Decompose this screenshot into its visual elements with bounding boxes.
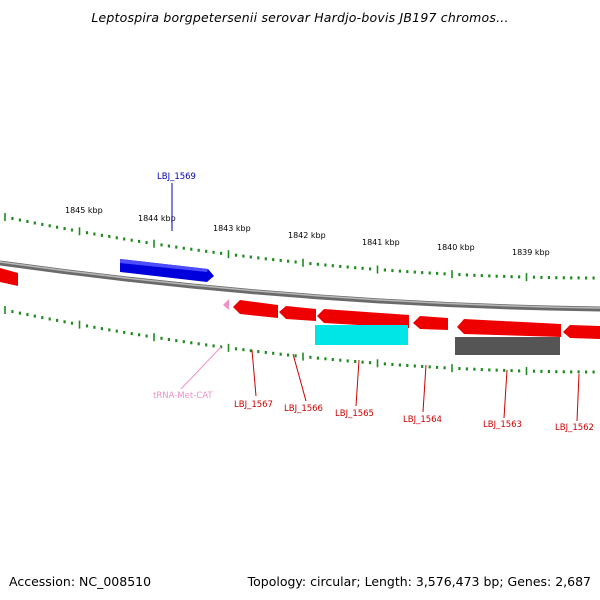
gene-label-LBJ_1565[interactable]: LBJ_1565 bbox=[335, 409, 374, 419]
label-line-trna bbox=[180, 346, 222, 390]
chromosome-backbone-highlight bbox=[0, 261, 600, 309]
gene-LBJ_1563-feature[interactable] bbox=[455, 337, 560, 355]
gene-LBJ_1565[interactable] bbox=[317, 309, 409, 328]
gene-label-LBJ_1569[interactable]: LBJ_1569 bbox=[157, 172, 196, 182]
gene-label-LBJ_1566[interactable]: LBJ_1566 bbox=[284, 404, 323, 414]
gene-trna-met-cat[interactable] bbox=[223, 299, 229, 310]
gene-label-LBJ_1562[interactable]: LBJ_1562 bbox=[555, 423, 594, 433]
ruler-label-1841: 1841 kbp bbox=[362, 238, 400, 247]
gene-LBJ_1565-feature[interactable] bbox=[315, 325, 408, 345]
tick-ruler-top bbox=[4, 213, 595, 282]
label-line-LBJ_1563 bbox=[503, 369, 508, 419]
gene-LBJ_1569-shine bbox=[120, 259, 208, 272]
ruler-label-1844: 1844 kbp bbox=[138, 214, 176, 223]
map-title: Leptospira borgpetersenii serovar Hardjo… bbox=[91, 10, 509, 25]
gene-label-LBJ_1563[interactable]: LBJ_1563 bbox=[483, 420, 522, 430]
ruler-label-1845: 1845 kbp bbox=[65, 206, 103, 215]
chromosome-backbone bbox=[0, 260, 600, 312]
gene-LBJ_1563[interactable] bbox=[457, 319, 561, 337]
label-line-LBJ_1564 bbox=[422, 364, 427, 413]
label-line-LBJ_1562 bbox=[576, 373, 580, 422]
tick-ruler-bottom bbox=[4, 306, 595, 376]
gene-LBJ_1566[interactable] bbox=[279, 306, 316, 321]
gene-label-LBJ_1564[interactable]: LBJ_1564 bbox=[403, 415, 442, 425]
gene-label-trna-met-cat[interactable]: tRNA-Met-CAT bbox=[153, 391, 213, 401]
ruler-label-1839: 1839 kbp bbox=[512, 248, 550, 257]
label-line-LBJ_1566 bbox=[292, 353, 307, 402]
label-line-LBJ_1565 bbox=[355, 359, 360, 407]
gene-LBJ_1564[interactable] bbox=[413, 316, 448, 330]
ruler-label-1843: 1843 kbp bbox=[213, 224, 251, 233]
gene-LBJ_1567[interactable] bbox=[233, 300, 278, 318]
gene-label-LBJ_1567[interactable]: LBJ_1567 bbox=[234, 400, 273, 410]
gene-LBJ_1562[interactable] bbox=[563, 325, 600, 339]
label-line-LBJ_1567 bbox=[251, 349, 257, 397]
ruler-label-1840: 1840 kbp bbox=[437, 243, 475, 252]
accession-text: Accession: NC_008510 bbox=[9, 574, 152, 589]
topology-text: Topology: circular; Length: 3,576,473 bp… bbox=[247, 574, 591, 589]
gene-partial-left[interactable] bbox=[0, 268, 18, 286]
ruler-label-1842: 1842 kbp bbox=[288, 231, 326, 240]
